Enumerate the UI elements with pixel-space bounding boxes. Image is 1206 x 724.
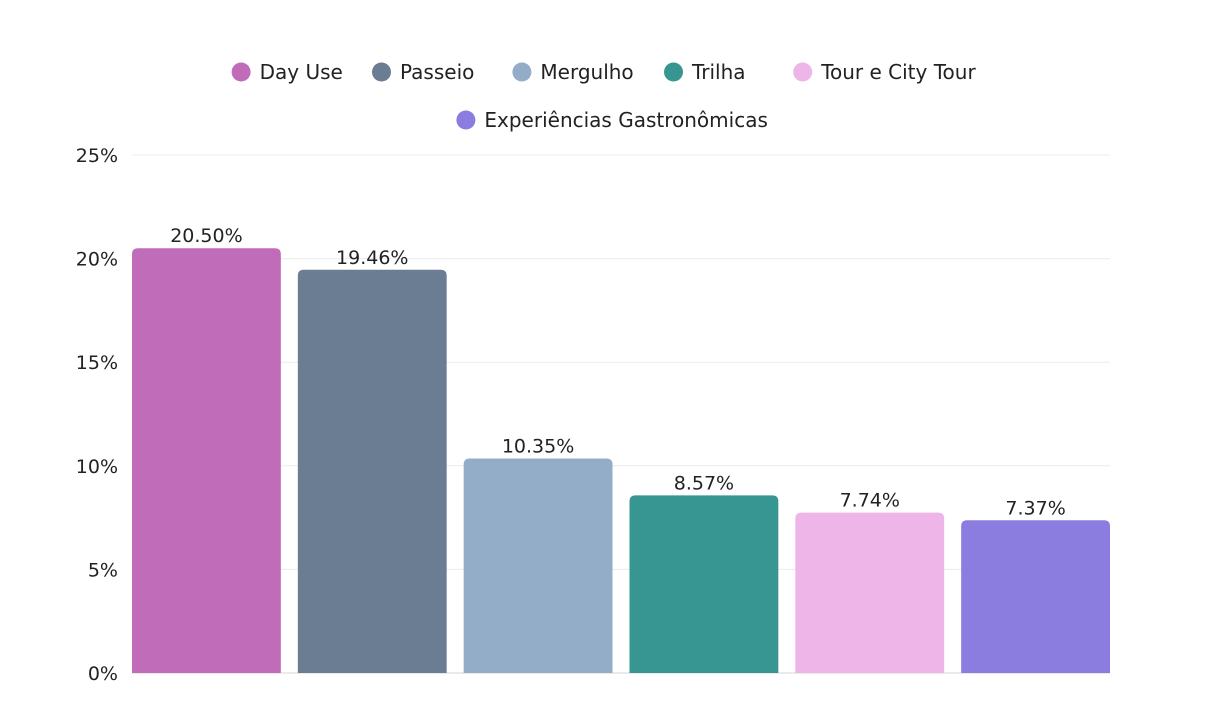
y-tick-label: 25%	[76, 145, 118, 167]
data-label: 20.50%	[170, 225, 242, 247]
legend-item: Mergulho	[512, 60, 634, 84]
legend-label: Tour e City Tour	[820, 60, 976, 84]
y-tick-label: 15%	[76, 352, 118, 374]
legend-item: Passeio	[372, 60, 474, 84]
bar-experiências-gastronômicas	[961, 520, 1110, 673]
legend-item: Tour e City Tour	[793, 60, 976, 84]
legend: Day Use Passeio Mergulho Trilha Tour e City …	[231, 60, 976, 132]
data-label: 8.57%	[674, 472, 734, 494]
y-tick-label: 10%	[76, 456, 118, 478]
bar-trilha	[629, 495, 779, 673]
bar-tour-e-city-tour	[795, 512, 945, 673]
bars	[132, 248, 1110, 674]
legend-swatch-icon	[793, 62, 813, 82]
legend-label: Mergulho	[540, 60, 633, 84]
y-tick-label: 0%	[88, 663, 118, 685]
legend-label: Day Use	[260, 60, 343, 84]
legend-swatch-icon	[664, 62, 683, 82]
data-labels: 20.50% 19.46% 10.35% 8.57% 7.74% 7.37%	[170, 225, 1066, 519]
legend-label: Experiências Gastronômicas	[484, 108, 767, 132]
legend-item: Day Use	[231, 60, 343, 84]
data-label: 10.35%	[502, 436, 574, 458]
legend-swatch-icon	[512, 62, 532, 82]
legend-swatch-icon	[372, 62, 391, 82]
data-label: 19.46%	[336, 247, 408, 269]
legend-label: Passeio	[400, 60, 474, 84]
bar-day-use	[132, 248, 281, 674]
data-label: 7.74%	[840, 490, 900, 512]
bar-passeio	[297, 269, 447, 673]
bar-mergulho	[463, 458, 613, 673]
y-axis-tick-labels: 0% 5% 10% 15% 20% 25%	[76, 145, 118, 685]
legend-item: Trilha	[664, 60, 746, 84]
gridlines	[132, 154, 1110, 674]
legend-item: Experiências Gastronômicas	[456, 108, 768, 132]
y-tick-label: 5%	[88, 559, 118, 581]
legend-label: Trilha	[691, 60, 746, 84]
legend-swatch-icon	[231, 62, 251, 82]
legend-swatch-icon	[456, 110, 476, 130]
data-label: 7.37%	[1005, 497, 1065, 519]
y-tick-label: 20%	[76, 249, 118, 271]
